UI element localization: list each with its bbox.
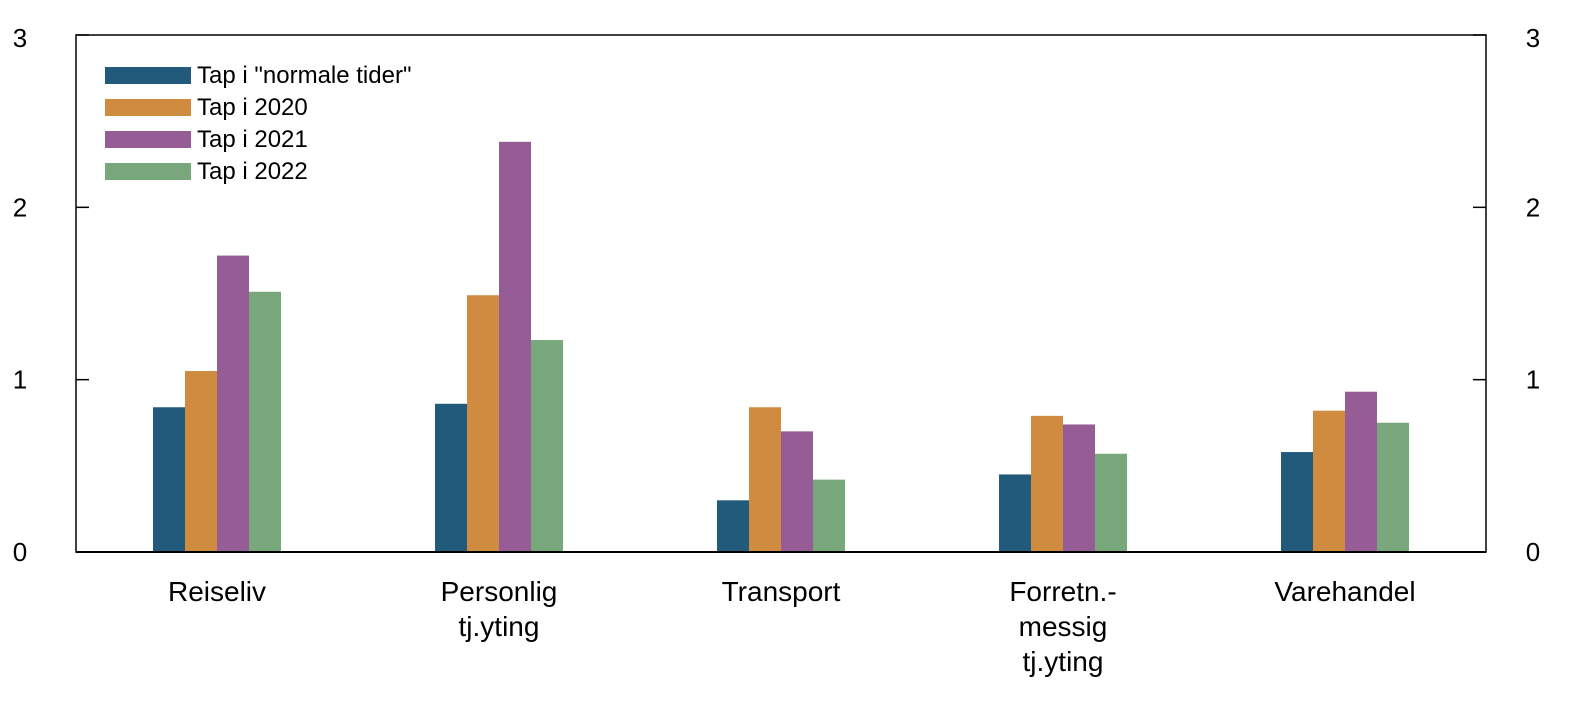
bar-0-1 <box>185 371 217 552</box>
legend-swatch-0 <box>105 67 191 84</box>
left-tick-label: 3 <box>13 23 27 53</box>
bar-4-0 <box>1281 452 1313 552</box>
bar-3-2 <box>1063 424 1095 552</box>
right-tick-label: 3 <box>1526 23 1540 53</box>
bar-4-2 <box>1345 391 1377 552</box>
category-label: Forretn.- <box>1009 576 1116 607</box>
right-tick-label: 2 <box>1526 192 1540 222</box>
category-label: tj.yting <box>459 611 540 642</box>
category-labels: Reiseliv Personlig tj.yting Transport Forret… <box>168 576 1416 677</box>
category-label: Reiseliv <box>168 576 266 607</box>
bar-1-2 <box>499 141 531 552</box>
bar-0-2 <box>217 255 249 552</box>
right-tick-label: 0 <box>1526 537 1540 567</box>
bar-0-0 <box>153 407 185 552</box>
bars-layer <box>153 141 1409 552</box>
legend-label-0: Tap i "normale tider" <box>197 62 411 89</box>
category-label: Transport <box>722 576 841 607</box>
bar-1-3 <box>531 340 563 552</box>
bar-2-0 <box>717 500 749 552</box>
bar-3-0 <box>999 474 1031 552</box>
legend-swatch-1 <box>105 99 191 116</box>
axis-ticks: 0 0 1 1 2 2 3 3 <box>13 23 1540 567</box>
category-label: Personlig <box>441 576 558 607</box>
legend-label-3: Tap i 2022 <box>197 158 308 185</box>
legend-label-2: Tap i 2021 <box>197 126 308 153</box>
bar-3-1 <box>1031 415 1063 552</box>
bar-4-1 <box>1313 410 1345 552</box>
bar-2-2 <box>781 431 813 552</box>
legend-swatch-3 <box>105 163 191 180</box>
bar-2-1 <box>749 407 781 552</box>
bar-3-3 <box>1095 453 1127 552</box>
legend-swatch-2 <box>105 131 191 148</box>
bar-4-3 <box>1377 422 1409 552</box>
left-tick-label: 2 <box>13 192 27 222</box>
right-tick-label: 1 <box>1526 365 1540 395</box>
bar-0-3 <box>249 291 281 552</box>
bar-2-3 <box>813 479 845 552</box>
category-label: Varehandel <box>1274 576 1415 607</box>
left-tick-label: 0 <box>13 537 27 567</box>
legend: Tap i "normale tider" Tap i 2020 Tap i 202… <box>105 62 411 185</box>
bar-1-1 <box>467 295 499 552</box>
legend-label-1: Tap i 2020 <box>197 94 308 121</box>
category-label: tj.yting <box>1023 646 1104 677</box>
left-tick-label: 1 <box>13 365 27 395</box>
bar-1-0 <box>435 403 467 552</box>
category-label: messig <box>1019 611 1108 642</box>
